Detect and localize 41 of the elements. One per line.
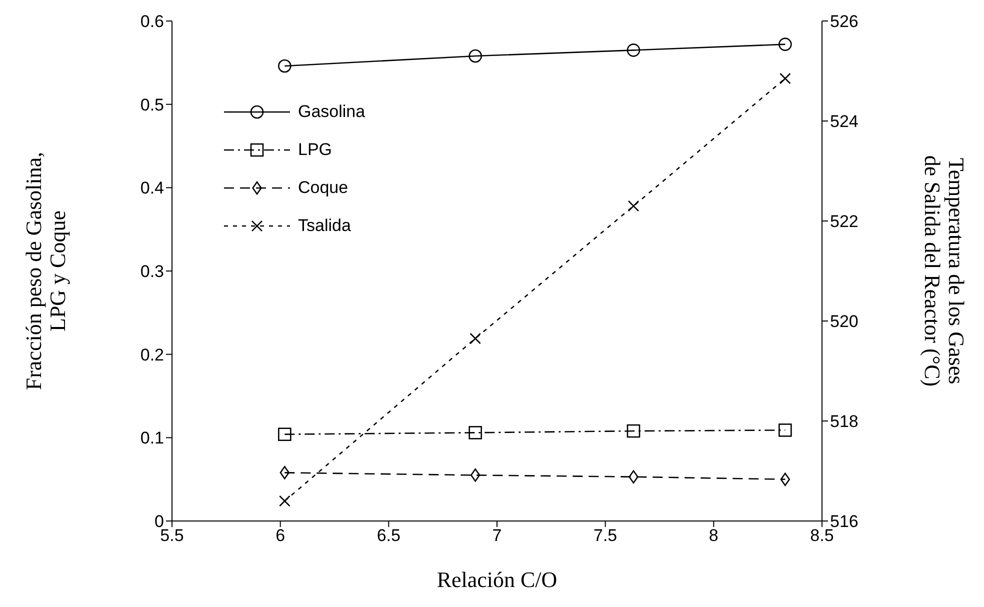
y-tick-label: 0.2 <box>140 345 164 364</box>
y-tick-label: 0.5 <box>140 95 164 114</box>
y2-tick-label: 518 <box>830 412 858 432</box>
y-tick-label: 0.6 <box>140 12 164 32</box>
point <box>628 470 638 484</box>
x-tick-label: 8 <box>708 526 718 546</box>
legend-label: Coque <box>298 178 348 198</box>
y-tick-label: 0.1 <box>140 428 164 448</box>
legend-label: LPG <box>298 140 332 160</box>
x-tick-label: 7.5 <box>594 526 618 546</box>
point <box>279 495 290 507</box>
point <box>278 59 292 73</box>
point <box>280 466 290 480</box>
x-tick-label: 6.5 <box>376 526 400 546</box>
y2-tick-label: 522 <box>830 212 858 232</box>
y2-axis-title: Temperatura de los Gases de Salida del Reactor (°C) <box>920 155 969 387</box>
x-tick-label: 8.5 <box>810 526 834 546</box>
point <box>468 49 482 63</box>
x-tick-label: 6 <box>276 526 286 546</box>
point <box>468 426 482 440</box>
point <box>470 332 481 344</box>
point <box>780 472 790 486</box>
y-axis-title: Fracción peso de Gasolina, LPG y Coque <box>21 152 70 390</box>
point <box>780 72 791 84</box>
y2-tick-label: 526 <box>830 12 858 32</box>
y2-tick-label: 524 <box>830 112 858 132</box>
point <box>278 428 292 441</box>
x-axis-title: Relación C/O <box>436 567 558 592</box>
point <box>470 468 480 482</box>
point <box>626 424 640 438</box>
x-tick-label: 7 <box>492 526 502 546</box>
y-tick-label: 0.4 <box>140 178 164 198</box>
point <box>778 424 792 437</box>
y-tick-label: 0.3 <box>140 262 164 282</box>
point <box>778 38 792 51</box>
legend-label: Gasolina <box>298 102 366 122</box>
point <box>628 200 640 212</box>
point <box>626 44 640 57</box>
x-tick-label: 5.5 <box>160 526 184 546</box>
y2-tick-label: 520 <box>830 312 858 332</box>
legend-label: Tsalida <box>298 216 351 236</box>
